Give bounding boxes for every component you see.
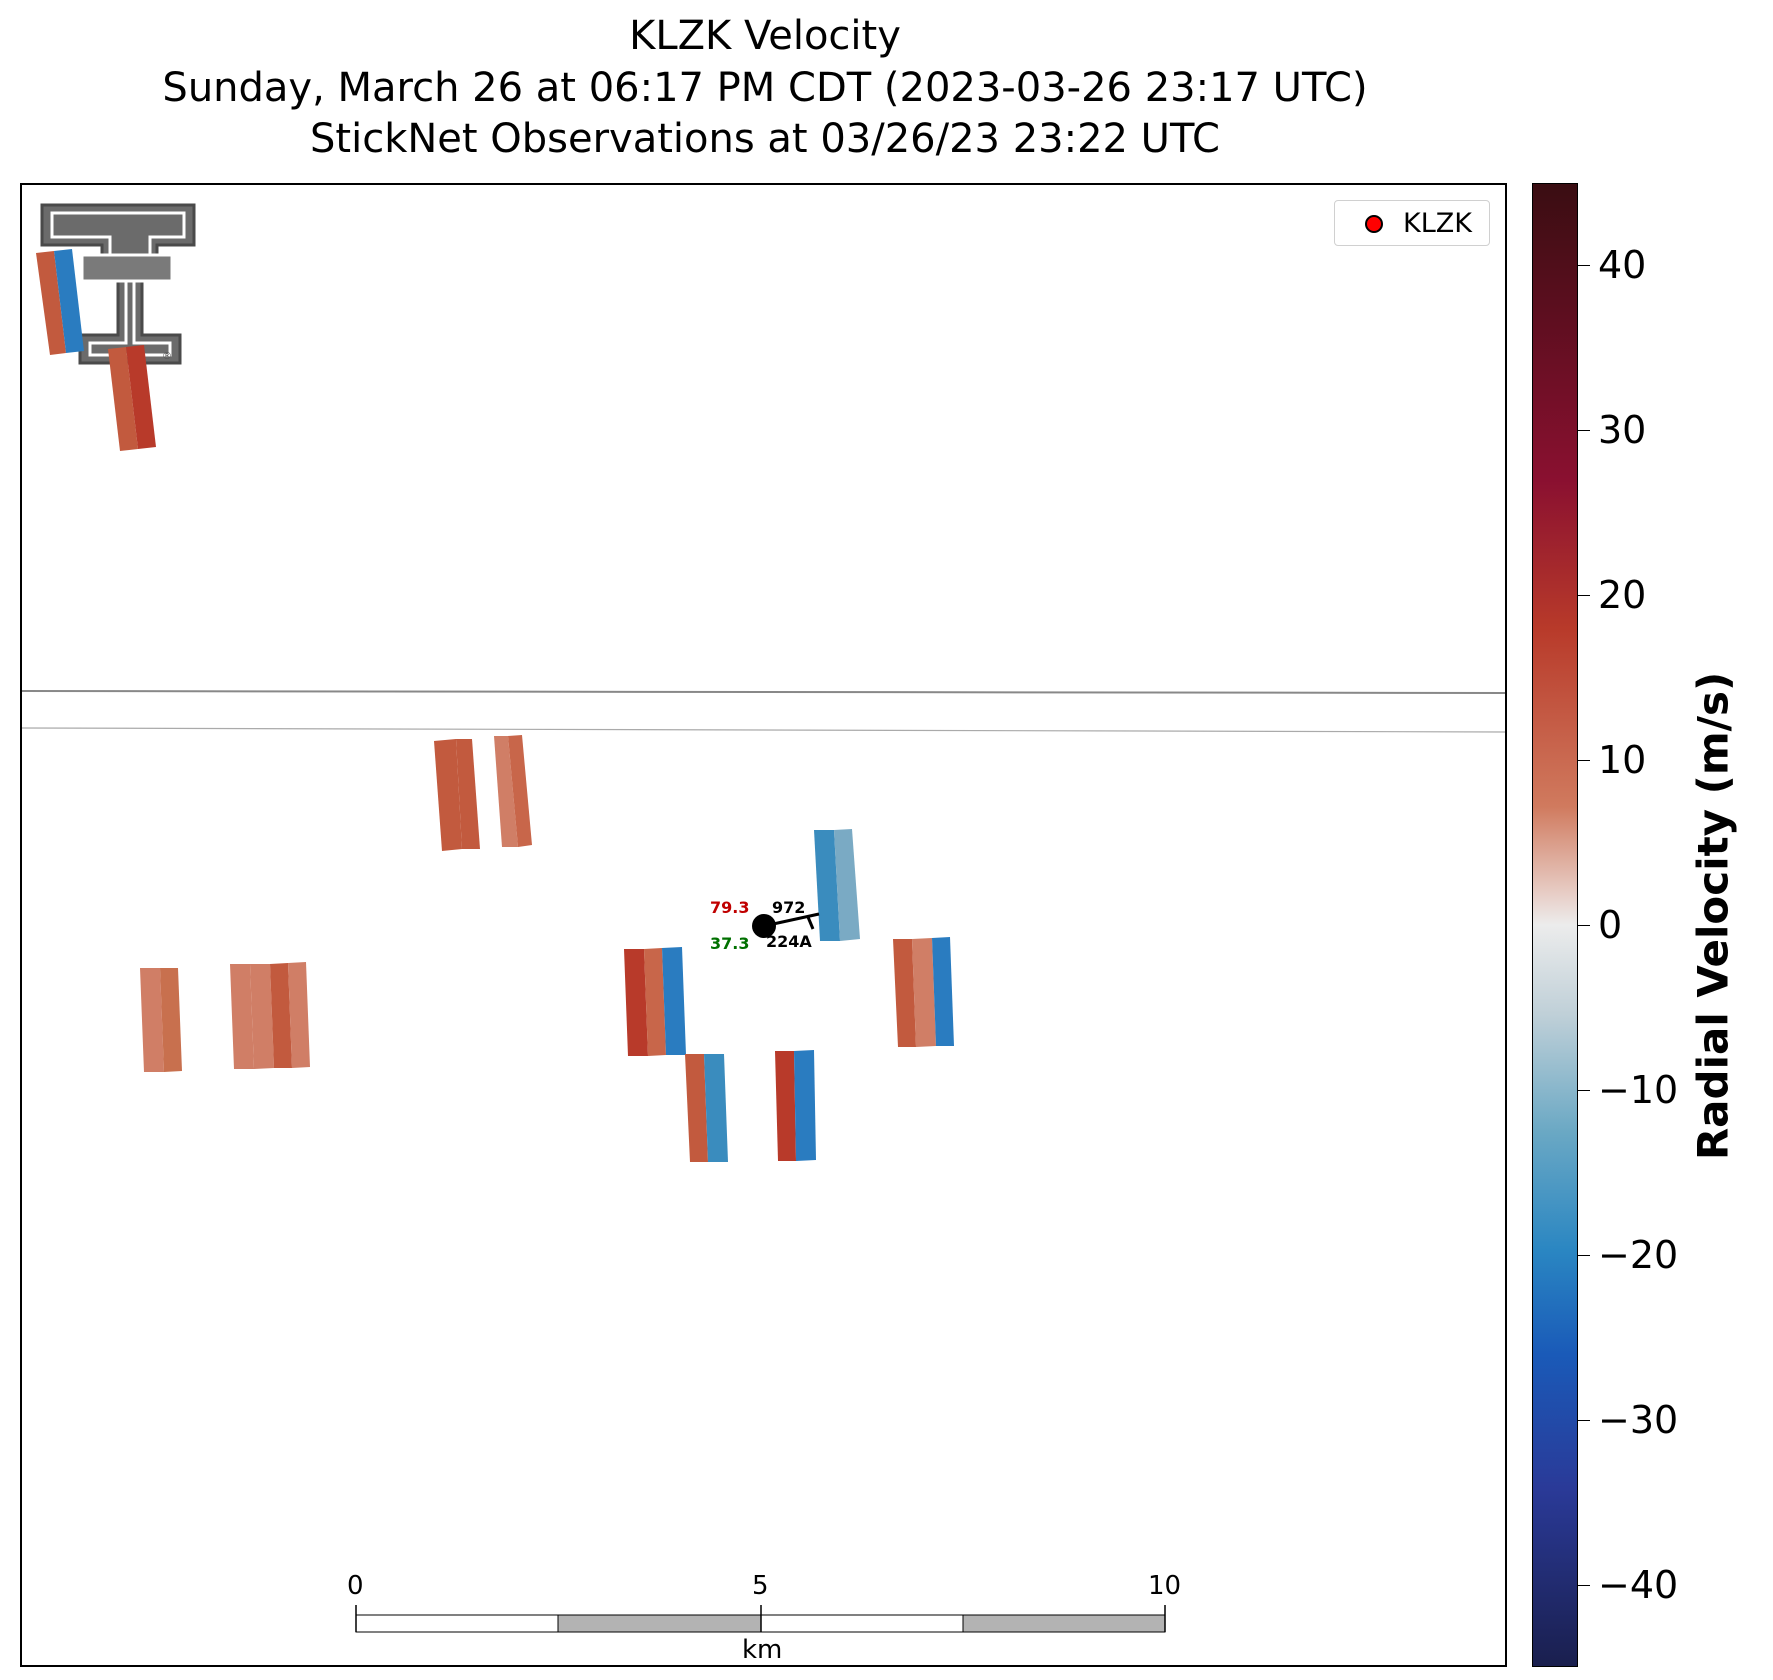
radar-map-panel[interactable]: ® xyxy=(20,183,1507,1667)
map-title: KLZK Velocity xyxy=(629,13,901,59)
station-id: 224A xyxy=(766,932,812,951)
wind-barb-icon xyxy=(763,912,820,928)
legend-label: KLZK xyxy=(1403,208,1472,239)
colorbar-tick-label: 0 xyxy=(1598,903,1623,947)
station-temp: 79.3 xyxy=(710,898,749,917)
colorbar-tick-label: 10 xyxy=(1598,738,1647,783)
colorbar-tick xyxy=(1578,1089,1590,1091)
scale-tick-0: 0 xyxy=(347,1571,364,1601)
sticknet-station-224A[interactable]: 79.3 972 37.3 224A xyxy=(710,898,820,953)
scale-bar xyxy=(355,1605,1166,1633)
velocity-gates xyxy=(36,249,954,1162)
colorbar-tick xyxy=(1578,1419,1590,1421)
station-pressure: 972 xyxy=(772,898,805,917)
colorbar-tick xyxy=(1578,760,1590,762)
map-legend: KLZK xyxy=(1334,200,1490,246)
radar-site-icon xyxy=(1365,215,1383,233)
svg-text:®: ® xyxy=(162,351,172,362)
colorbar-title: Radial Velocity (m/s) xyxy=(1688,671,1738,1161)
colorbar-tick xyxy=(1578,1584,1590,1586)
colorbar-tick-label: −20 xyxy=(1598,1232,1679,1277)
colorbar-tick-label: −40 xyxy=(1598,1562,1679,1607)
colorbar-tick xyxy=(1578,430,1590,432)
scale-tick-10: 10 xyxy=(1148,1571,1182,1601)
map-subtitle-obs: StickNet Observations at 03/26/23 23:22 … xyxy=(310,116,1220,162)
colorbar-tick-label: 20 xyxy=(1598,573,1647,618)
map-subtitle-time: Sunday, March 26 at 06:17 PM CDT (2023-0… xyxy=(162,65,1368,111)
colorbar-tick xyxy=(1578,265,1590,267)
station-dewpoint: 37.3 xyxy=(710,934,749,953)
colorbar-tick xyxy=(1578,1254,1590,1256)
wind-barb-flag xyxy=(806,916,815,930)
colorbar-tick xyxy=(1578,595,1590,597)
velocity-colorbar xyxy=(1532,183,1578,1667)
boundary-line xyxy=(22,727,1505,733)
radar-map-svg: ® xyxy=(22,203,1505,1633)
colorbar-tick-label: 30 xyxy=(1598,408,1647,453)
colorbar-tick-label: 40 xyxy=(1598,243,1647,288)
scale-tick-5: 5 xyxy=(752,1571,769,1601)
scale-unit: km xyxy=(742,1635,783,1665)
colorbar-tick xyxy=(1578,925,1590,926)
boundary-line xyxy=(22,690,1505,694)
texas-tech-logo-icon: ® xyxy=(40,203,196,365)
colorbar-tick-label: −10 xyxy=(1598,1067,1679,1112)
colorbar-tick-label: −30 xyxy=(1598,1397,1679,1442)
